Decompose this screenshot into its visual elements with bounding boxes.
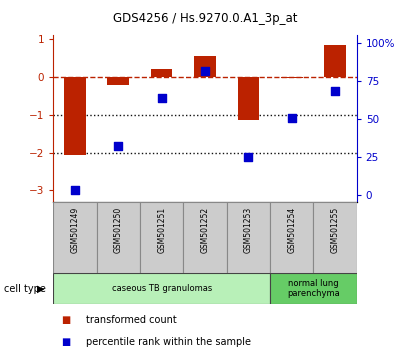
Bar [183, 202, 226, 273]
Bar [64, 77, 85, 154]
Text: GDS4256 / Hs.9270.0.A1_3p_at: GDS4256 / Hs.9270.0.A1_3p_at [112, 12, 297, 25]
Text: ■: ■ [61, 315, 71, 325]
Text: GSM501253: GSM501253 [243, 207, 252, 253]
Text: cell type: cell type [4, 284, 46, 293]
Point [158, 95, 164, 101]
Point [331, 88, 337, 94]
Bar [237, 77, 258, 120]
Bar [324, 45, 345, 77]
Point [115, 143, 121, 149]
Point [288, 115, 294, 121]
Text: GSM501251: GSM501251 [157, 207, 166, 253]
Text: GSM501249: GSM501249 [70, 207, 79, 253]
Text: GSM501252: GSM501252 [200, 207, 209, 253]
Point [72, 188, 78, 193]
Point [201, 68, 208, 74]
Bar [194, 56, 215, 77]
Bar [151, 69, 172, 77]
Text: percentile rank within the sample: percentile rank within the sample [86, 337, 250, 347]
Bar [270, 202, 312, 273]
Text: GSM501255: GSM501255 [330, 207, 339, 253]
Text: GSM501254: GSM501254 [286, 207, 295, 253]
Bar [97, 202, 139, 273]
Text: normal lung
parenchyma: normal lung parenchyma [286, 279, 339, 298]
Text: GSM501250: GSM501250 [114, 207, 123, 253]
Text: ▶: ▶ [37, 284, 45, 293]
Bar [139, 202, 183, 273]
Point [245, 154, 251, 160]
Bar [312, 202, 356, 273]
Bar [280, 77, 302, 78]
Bar [107, 77, 129, 85]
Bar [270, 273, 356, 304]
Text: caseous TB granulomas: caseous TB granulomas [111, 284, 211, 293]
Bar [53, 202, 97, 273]
Text: ■: ■ [61, 337, 71, 347]
Bar [226, 202, 270, 273]
Bar [53, 273, 270, 304]
Text: transformed count: transformed count [86, 315, 176, 325]
